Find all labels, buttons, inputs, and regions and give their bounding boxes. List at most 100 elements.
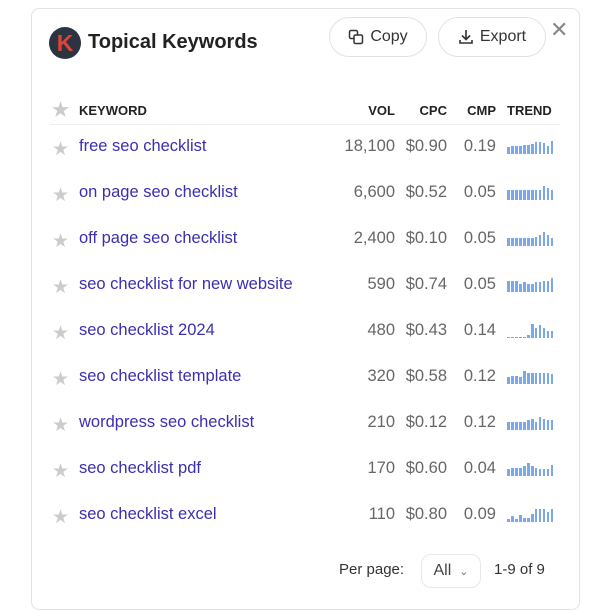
keyword-link[interactable]: free seo checklist xyxy=(79,137,207,155)
keyword-link[interactable]: on page seo checklist xyxy=(79,183,238,201)
trend-bar xyxy=(530,513,534,522)
star-icon[interactable]: ★ xyxy=(52,139,70,160)
header-divider xyxy=(50,124,560,125)
cmp: 0.12 xyxy=(463,367,496,385)
trend-bar xyxy=(518,421,522,430)
trend-bar xyxy=(530,324,534,338)
trend-bar xyxy=(522,282,526,292)
keyword-row: ★ seo checklist excel 110 $0.80 0.09 xyxy=(50,505,560,545)
col-cmp[interactable]: CMP xyxy=(467,103,496,118)
star-icon[interactable]: ★ xyxy=(52,415,70,436)
trend-bar xyxy=(526,372,530,384)
close-icon[interactable]: ✕ xyxy=(550,17,569,42)
star-icon[interactable]: ★ xyxy=(52,231,70,252)
cmp: 0.05 xyxy=(463,229,496,247)
trend-bar xyxy=(514,190,518,200)
trend-bar xyxy=(507,337,510,338)
star-icon[interactable]: ★ xyxy=(52,277,70,298)
trend-bar xyxy=(542,469,546,476)
trend-bar xyxy=(538,282,542,292)
trend-sparkline xyxy=(507,462,557,476)
cmp: 0.19 xyxy=(463,137,496,155)
copy-button[interactable]: Copy xyxy=(329,17,427,57)
star-icon[interactable]: ★ xyxy=(52,507,70,528)
keyword-link[interactable]: seo checklist excel xyxy=(79,505,217,523)
trend-bar xyxy=(514,145,518,154)
volume: 210 xyxy=(367,413,395,431)
keyword-link[interactable]: off page seo checklist xyxy=(79,229,238,247)
trend-bar xyxy=(538,372,542,384)
export-button[interactable]: Export xyxy=(438,17,546,57)
cpc: $0.12 xyxy=(405,413,447,431)
trend-bar xyxy=(510,237,514,246)
trend-bar xyxy=(530,144,534,154)
per-page-select[interactable]: All ⌄ xyxy=(421,554,481,588)
trend-bar xyxy=(507,377,510,384)
col-keyword[interactable]: KEYWORD xyxy=(79,103,147,118)
topical-keywords-panel: K Topical Keywords Copy Export ✕ ★ KEYWO… xyxy=(31,8,580,610)
per-page-label: Per page: xyxy=(339,561,405,578)
trend-bar xyxy=(542,186,546,200)
trend-bar xyxy=(526,144,530,154)
keyword-link[interactable]: seo checklist template xyxy=(79,367,242,385)
trend-bar xyxy=(526,463,530,476)
trend-bar xyxy=(507,469,510,476)
trend-bar xyxy=(522,371,526,384)
cmp: 0.12 xyxy=(463,413,496,431)
trend-bar xyxy=(510,375,514,384)
cpc: $0.58 xyxy=(405,367,447,385)
keyword-link[interactable]: seo checklist for new website xyxy=(79,275,293,293)
trend-bar xyxy=(534,467,538,476)
trend-bar xyxy=(530,283,534,292)
trend-bar xyxy=(522,144,526,154)
star-icon[interactable]: ★ xyxy=(52,185,70,206)
per-page-value: All xyxy=(433,562,452,579)
trend-bar xyxy=(550,331,554,338)
star-icon[interactable]: ★ xyxy=(52,369,70,390)
trend-bar xyxy=(510,421,514,430)
trend-bar xyxy=(550,237,554,246)
trend-bar xyxy=(526,420,530,430)
trend-bar xyxy=(518,283,522,292)
volume: 2,400 xyxy=(353,229,395,247)
volume: 170 xyxy=(367,459,395,477)
keyword-row: ★ on page seo checklist 6,600 $0.52 0.05 xyxy=(50,183,560,223)
trend-bar xyxy=(507,421,510,430)
keyword-link[interactable]: seo checklist pdf xyxy=(79,459,201,477)
volume: 18,100 xyxy=(344,137,395,155)
trend-bar xyxy=(538,234,542,246)
col-cpc[interactable]: CPC xyxy=(419,103,447,118)
trend-bar xyxy=(507,147,510,154)
trend-bar xyxy=(550,190,554,200)
keyword-row: ★ free seo checklist 18,100 $0.90 0.19 xyxy=(50,137,560,177)
trend-bar xyxy=(507,519,510,522)
star-icon[interactable]: ★ xyxy=(52,461,70,482)
trend-bar xyxy=(538,142,542,154)
export-label: Export xyxy=(479,28,527,45)
trend-bar xyxy=(530,466,534,476)
trend-bar xyxy=(530,190,534,200)
copy-label: Copy xyxy=(370,28,408,45)
trend-bar xyxy=(514,280,518,292)
star-all-icon[interactable]: ★ xyxy=(52,100,70,121)
cpc: $0.74 xyxy=(405,275,447,293)
keyword-link[interactable]: seo checklist 2024 xyxy=(79,321,215,339)
volume: 480 xyxy=(367,321,395,339)
trend-bar xyxy=(514,375,518,384)
trend-bar xyxy=(534,372,538,384)
cpc: $0.90 xyxy=(405,137,447,155)
keyword-link[interactable]: wordpress seo checklist xyxy=(79,413,255,431)
trend-bar xyxy=(550,374,554,384)
trend-bar xyxy=(550,509,554,522)
trend-bar xyxy=(510,146,514,154)
trend-bar xyxy=(534,421,538,430)
keywords-logo: K xyxy=(49,27,81,59)
trend-bar xyxy=(518,467,522,476)
trend-bar xyxy=(550,278,554,292)
star-icon[interactable]: ★ xyxy=(52,323,70,344)
trend-bar xyxy=(507,190,510,200)
volume: 590 xyxy=(367,275,395,293)
trend-bar xyxy=(510,516,514,522)
col-vol[interactable]: VOL xyxy=(368,103,395,118)
volume: 6,600 xyxy=(353,183,395,201)
